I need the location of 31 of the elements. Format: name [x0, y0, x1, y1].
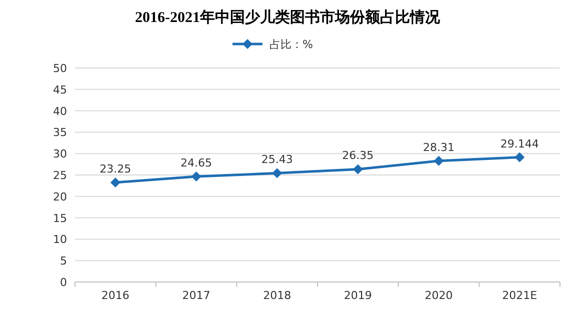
x-tick-label: 2018 [263, 289, 292, 302]
point [110, 177, 120, 188]
y-tick-label: 45 [53, 83, 67, 96]
data-label: 28.31 [423, 140, 454, 154]
legend-label: 占比：% [270, 38, 313, 51]
point [352, 164, 363, 174]
point [272, 168, 282, 178]
data-label: 25.43 [261, 153, 293, 166]
point [434, 156, 444, 166]
y-tick-label: 30 [53, 148, 67, 161]
y-tick-label: 15 [53, 212, 67, 225]
x-tick-label: 2020 [424, 289, 453, 302]
x-tick-label: 2017 [182, 289, 210, 302]
y-tick-label: 25 [53, 169, 67, 182]
data-label: 24.65 [180, 156, 212, 170]
chart-title: 2016-2021年中国少儿类图书市场份额占比情况 [135, 8, 441, 26]
data-label: 29.144 [500, 137, 539, 150]
x-tick-label: 2016 [101, 289, 130, 302]
x-tick-label: 2019 [344, 289, 372, 302]
point [191, 172, 202, 182]
data-label: 23.25 [100, 162, 132, 176]
y-tick-label: 50 [53, 62, 67, 75]
y-tick-label: 40 [53, 104, 67, 118]
y-tick-label: 35 [53, 126, 67, 140]
y-tick-label: 5 [60, 254, 67, 268]
y-tick-label: 20 [53, 190, 67, 204]
y-tick-label: 10 [53, 233, 67, 246]
y-tick-label: 0 [60, 276, 67, 289]
x-tick-label: 2021E [502, 289, 538, 302]
data-label: 26.35 [342, 149, 374, 162]
point [514, 152, 525, 162]
